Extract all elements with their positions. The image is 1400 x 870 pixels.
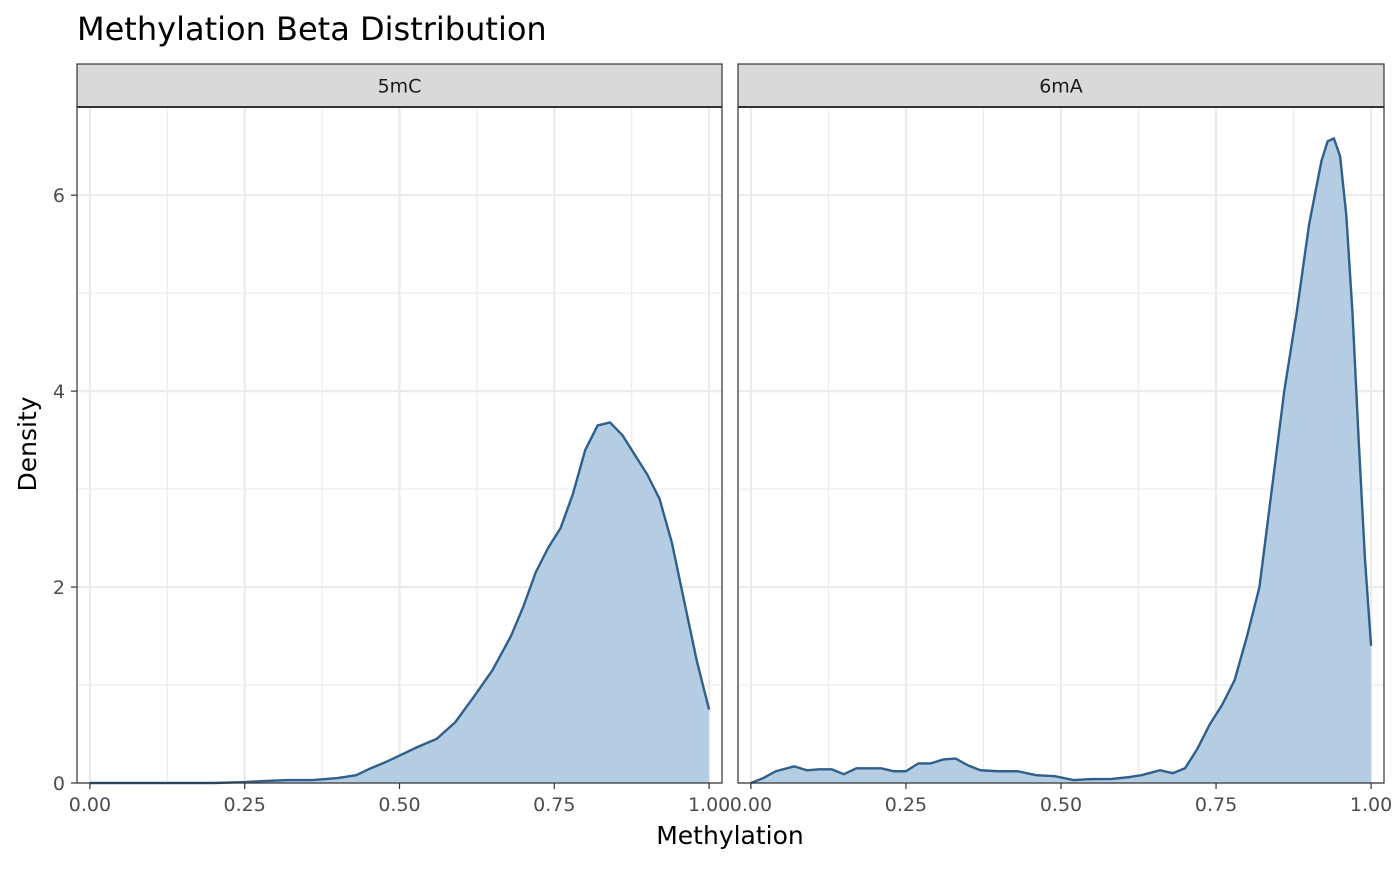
x-tick-label: 0.00 [69,794,111,816]
panel-6mA: 6mA 0.00 0.25 0.50 0.75 1.00 [730,63,1392,816]
x-tick-label: 0.00 [730,794,772,816]
facet-strip [76,63,723,108]
y-tick-label: 6 [53,185,65,207]
facet-strip-label: 5mC [378,76,422,98]
y-tick-label: 2 [53,577,65,599]
x-tick-label: 0.25 [885,794,927,816]
x-tick-label: 0.50 [378,794,420,816]
x-tick-label: 0.75 [1195,794,1237,816]
density-area-5mC [89,422,710,783]
density-area-6mA [750,138,1372,784]
x-tick-label: 0.25 [224,794,266,816]
x-tick-label: 0.50 [1040,794,1082,816]
y-tick-label: 0 [53,773,65,795]
chart-title: Methylation Beta Distribution [77,10,547,48]
facet-strip-label: 6mA [1039,76,1083,98]
density-line-6mA [750,137,1373,785]
density-line-5mC [89,421,711,785]
x-tick-label: 1.00 [1350,794,1392,816]
x-axis-title: Methylation [656,821,804,850]
panel-5mC: 5mC 0.00 0.25 0.50 0.75 1.00 0 2 4 6 [53,63,730,816]
x-tick-label: 1.00 [688,794,730,816]
y-tick-label: 4 [53,381,65,403]
facet-strip [737,63,1385,108]
y-axis-title: Density [13,396,42,491]
panels-layer: 5mC 0.00 0.25 0.50 0.75 1.00 0 2 4 6 6mA 0.00 0.25 0.… [53,63,1392,816]
x-tick-label: 0.75 [533,794,575,816]
